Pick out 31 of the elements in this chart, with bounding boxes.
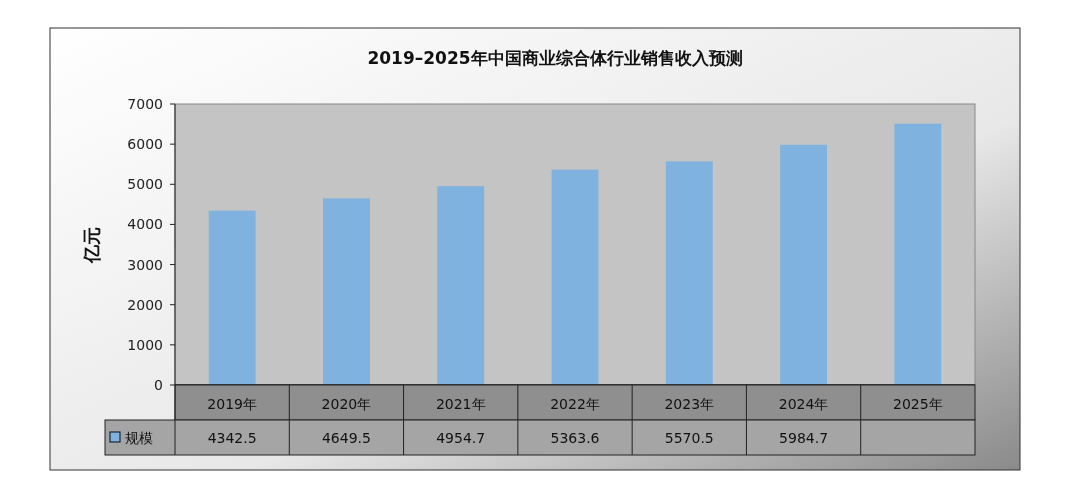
bar	[894, 123, 942, 385]
bar	[551, 169, 599, 385]
x-tick-label: 2021年	[435, 396, 486, 412]
y-tick-label: 3000	[127, 256, 163, 273]
bar	[780, 144, 827, 385]
y-tick-label: 0	[154, 377, 163, 393]
x-tick-label: 2019年	[207, 396, 257, 412]
x-tick-label: 2020年	[321, 396, 372, 412]
y-axis-title: 亿元	[81, 226, 102, 264]
x-tick-label: 2025年	[893, 396, 943, 412]
data-label: 4342.5	[207, 430, 257, 446]
legend-label: 规模	[125, 430, 153, 446]
x-tick-label: 2022年	[550, 396, 600, 412]
y-tick-label: 1000	[127, 336, 163, 353]
bar	[208, 210, 256, 385]
x-tick-label: 2024年	[778, 396, 829, 412]
data-label: 4954.7	[436, 430, 486, 446]
data-label: 4649.5	[321, 430, 371, 446]
y-tick-label: 4000	[127, 216, 163, 233]
y-tick-label: 6000	[127, 136, 163, 153]
bar	[437, 186, 485, 385]
bar	[665, 161, 713, 385]
data-label: 5363.6	[550, 430, 600, 446]
y-tick-label: 5000	[127, 176, 163, 193]
y-tick-label: 7000	[127, 96, 163, 112]
data-label: 5570.5	[664, 430, 714, 446]
data-label: 5984.7	[779, 430, 829, 446]
chart-title: 2019–2025年中国商业综合体行业销售收入预测	[367, 48, 743, 68]
x-tick-label: 2023年	[664, 396, 715, 412]
y-tick-label: 2000	[127, 296, 163, 313]
bar	[323, 198, 370, 385]
